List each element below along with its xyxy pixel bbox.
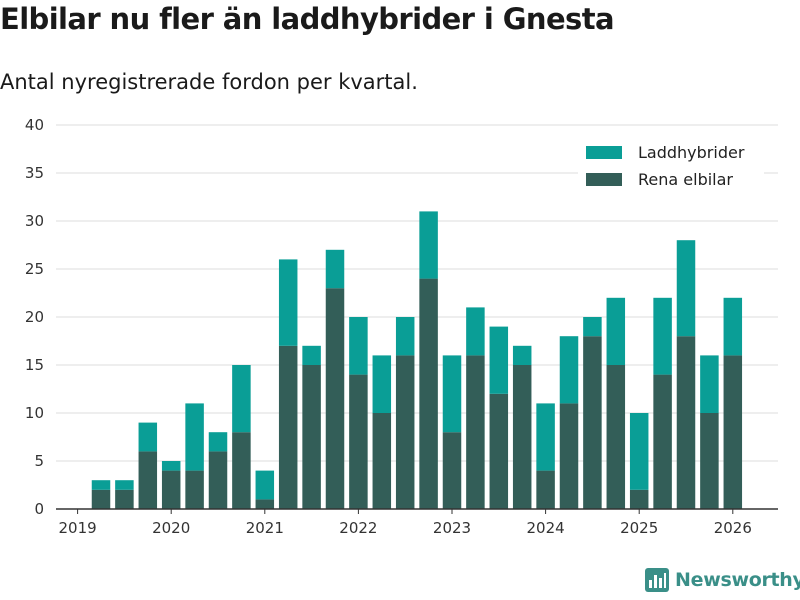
brand-logo: Newsworthy [645,568,800,592]
bar-rena-elbilar-2022Q4 [419,278,438,509]
chart-title: Elbilar nu fler än laddhybrider i Gnesta [0,2,615,36]
bar-laddhybrider-2025Q2 [653,297,672,375]
bar-chart-logo-icon [645,568,669,592]
bar-laddhybrider-2019Q3 [115,480,134,490]
bar-laddhybrider-2025Q3 [676,240,696,337]
bar-rena-elbilar-2024Q2 [559,403,579,509]
bar-rena-elbilar-2025Q4 [700,413,719,509]
bar-laddhybrider-2023Q2 [466,307,485,356]
bar-rena-elbilar-2020Q3 [208,451,228,509]
bar-laddhybrider-2026Q1 [723,297,743,356]
bar-laddhybrider-2022Q4 [419,211,438,279]
bar-rena-elbilar-2019Q2 [91,489,111,509]
y-tick-label: 25 [25,260,44,278]
bar-rena-elbilar-2023Q4 [512,365,532,509]
bar-laddhybrider-2022Q1 [349,317,368,375]
bar-rena-elbilar-2021Q3 [302,365,321,509]
bar-laddhybrider-2021Q1 [255,470,275,500]
x-tick-label: 2020 [152,519,190,537]
x-tick-label: 2026 [714,519,752,537]
brand-name: Newsworthy [675,569,800,591]
y-tick-label: 30 [25,212,44,230]
y-tick-label: 10 [25,404,44,422]
y-tick-label: 20 [25,308,44,326]
bar-laddhybrider-2020Q1 [161,461,181,471]
bar-rena-elbilar-2022Q3 [395,355,415,509]
bar-rena-elbilar-2022Q2 [372,413,392,509]
bar-laddhybrider-2023Q4 [512,345,532,365]
bar-laddhybrider-2021Q3 [302,345,321,365]
legend-label: Laddhybrider [638,143,745,162]
bar-laddhybrider-2024Q3 [583,317,602,337]
bar-laddhybrider-2020Q2 [185,403,204,471]
bar-rena-elbilar-2020Q1 [161,470,181,509]
legend: Laddhybrider Rena elbilar [578,141,764,197]
bar-rena-elbilar-2020Q2 [185,470,204,509]
bar-rena-elbilar-2021Q4 [325,288,345,509]
bar-rena-elbilar-2020Q4 [232,432,251,509]
y-tick-label: 5 [34,452,44,470]
bar-rena-elbilar-2019Q3 [115,489,134,509]
bar-laddhybrider-2021Q4 [325,249,345,289]
bar-rena-elbilar-2021Q2 [278,345,298,509]
bar-laddhybrider-2023Q3 [489,326,509,394]
bar-rena-elbilar-2024Q3 [583,336,602,509]
legend-label: Rena elbilar [638,170,733,189]
bar-rena-elbilar-2025Q3 [676,336,696,509]
bar-laddhybrider-2025Q1 [629,413,649,490]
y-tick-label: 35 [25,164,44,182]
bar-rena-elbilar-2019Q4 [138,451,158,509]
legend-swatch [586,146,622,159]
x-tick-label: 2019 [59,519,97,537]
y-tick-label: 0 [34,500,44,518]
y-tick-label: 40 [25,116,44,134]
bar-laddhybrider-2022Q3 [395,317,415,356]
bar-laddhybrider-2024Q2 [559,336,579,404]
chart-subtitle: Antal nyregistrerade fordon per kvartal. [0,70,418,94]
x-tick-label: 2021 [246,519,284,537]
bar-rena-elbilar-2023Q1 [442,432,462,509]
bar-rena-elbilar-2022Q1 [349,374,368,509]
bar-laddhybrider-2019Q4 [138,422,158,452]
bar-laddhybrider-2021Q2 [278,259,298,346]
bar-laddhybrider-2025Q4 [700,355,719,413]
bar-rena-elbilar-2024Q4 [606,365,626,509]
bar-rena-elbilar-2026Q1 [723,355,743,509]
bar-laddhybrider-2022Q2 [372,355,392,413]
x-tick-label: 2023 [433,519,471,537]
bar-rena-elbilar-2023Q3 [489,393,509,509]
bar-laddhybrider-2020Q4 [232,365,251,433]
bar-laddhybrider-2024Q4 [606,297,626,365]
bar-rena-elbilar-2024Q1 [536,470,555,509]
bar-rena-elbilar-2023Q2 [466,355,485,509]
bar-rena-elbilar-2021Q1 [255,499,275,509]
x-tick-label: 2024 [527,519,565,537]
bar-laddhybrider-2020Q3 [208,432,228,452]
x-tick-label: 2025 [620,519,658,537]
bar-laddhybrider-2024Q1 [536,403,555,471]
bar-laddhybrider-2023Q1 [442,355,462,433]
bar-laddhybrider-2019Q2 [91,480,111,490]
bar-rena-elbilar-2025Q1 [629,489,649,509]
bar-rena-elbilar-2025Q2 [653,374,672,509]
y-tick-label: 15 [25,356,44,374]
legend-swatch [586,173,622,186]
bars [91,211,743,509]
x-tick-label: 2022 [339,519,377,537]
